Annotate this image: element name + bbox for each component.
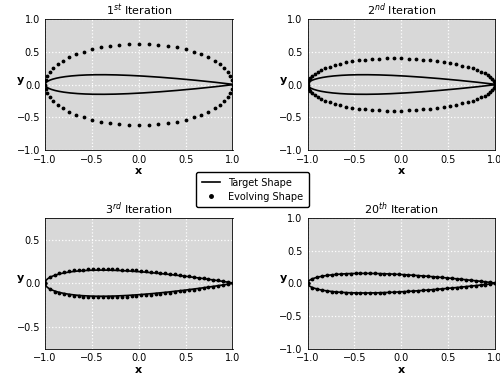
Title: 20$^{th}$ Iteration: 20$^{th}$ Iteration (364, 200, 438, 217)
Title: 3$^{rd}$ Iteration: 3$^{rd}$ Iteration (105, 200, 172, 217)
Title: 1$^{st}$ Iteration: 1$^{st}$ Iteration (106, 2, 172, 18)
Y-axis label: y: y (17, 75, 24, 85)
Y-axis label: y: y (17, 273, 24, 283)
X-axis label: x: x (135, 365, 142, 375)
X-axis label: x: x (135, 166, 142, 176)
Legend: Target Shape, Evolving Shape: Target Shape, Evolving Shape (196, 172, 308, 207)
Y-axis label: y: y (280, 75, 287, 85)
Title: 2$^{nd}$ Iteration: 2$^{nd}$ Iteration (366, 2, 436, 18)
X-axis label: x: x (398, 166, 405, 176)
Y-axis label: y: y (280, 273, 287, 283)
X-axis label: x: x (398, 365, 405, 375)
